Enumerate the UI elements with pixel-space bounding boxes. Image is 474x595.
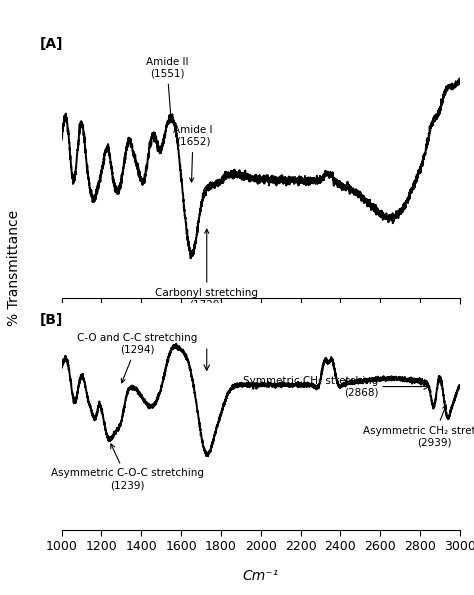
Text: Asymmetric CH₂ stretching
(2939): Asymmetric CH₂ stretching (2939) <box>363 405 474 447</box>
Text: [B]: [B] <box>40 313 64 327</box>
Text: C-O and C-C stretching
(1294): C-O and C-C stretching (1294) <box>77 333 198 383</box>
Text: [A]: [A] <box>40 37 64 52</box>
Text: Asymmetric C-O-C stretching
(1239): Asymmetric C-O-C stretching (1239) <box>51 444 204 490</box>
Text: Cm⁻¹: Cm⁻¹ <box>243 569 279 583</box>
Text: Symmetric CH₂ stretching
(2868): Symmetric CH₂ stretching (2868) <box>243 376 378 397</box>
Text: Amide I
(1652): Amide I (1652) <box>173 126 213 182</box>
Text: Carbonyl stretching
(1729): Carbonyl stretching (1729) <box>155 229 258 309</box>
Text: % Transmittance: % Transmittance <box>7 209 21 326</box>
Text: Amide II
(1551): Amide II (1551) <box>146 57 188 120</box>
